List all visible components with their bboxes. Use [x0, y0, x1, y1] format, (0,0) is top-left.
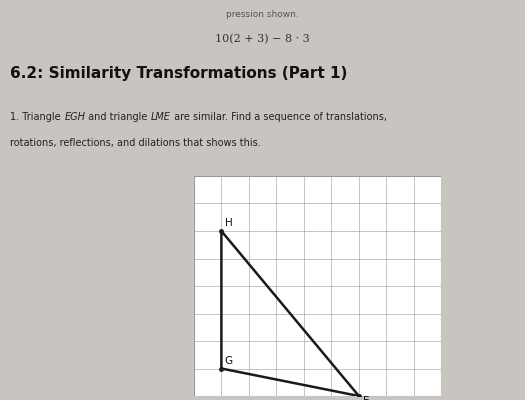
Text: are similar. Find a sequence of translations,: are similar. Find a sequence of translat… [171, 112, 386, 122]
Text: rotations, reflections, and dilations that shows this.: rotations, reflections, and dilations th… [10, 138, 261, 148]
Text: G: G [225, 356, 233, 366]
Text: 10(2 + 3) − 8 · 3: 10(2 + 3) − 8 · 3 [215, 34, 310, 44]
Text: LME: LME [151, 112, 171, 122]
Text: 1. Triangle: 1. Triangle [10, 112, 64, 122]
Text: 6.2: Similarity Transformations (Part 1): 6.2: Similarity Transformations (Part 1) [10, 66, 348, 81]
Text: and triangle: and triangle [85, 112, 151, 122]
Text: EGH: EGH [64, 112, 85, 122]
Text: H: H [225, 218, 233, 228]
Text: pression shown.: pression shown. [226, 10, 299, 19]
Text: E: E [363, 396, 370, 400]
